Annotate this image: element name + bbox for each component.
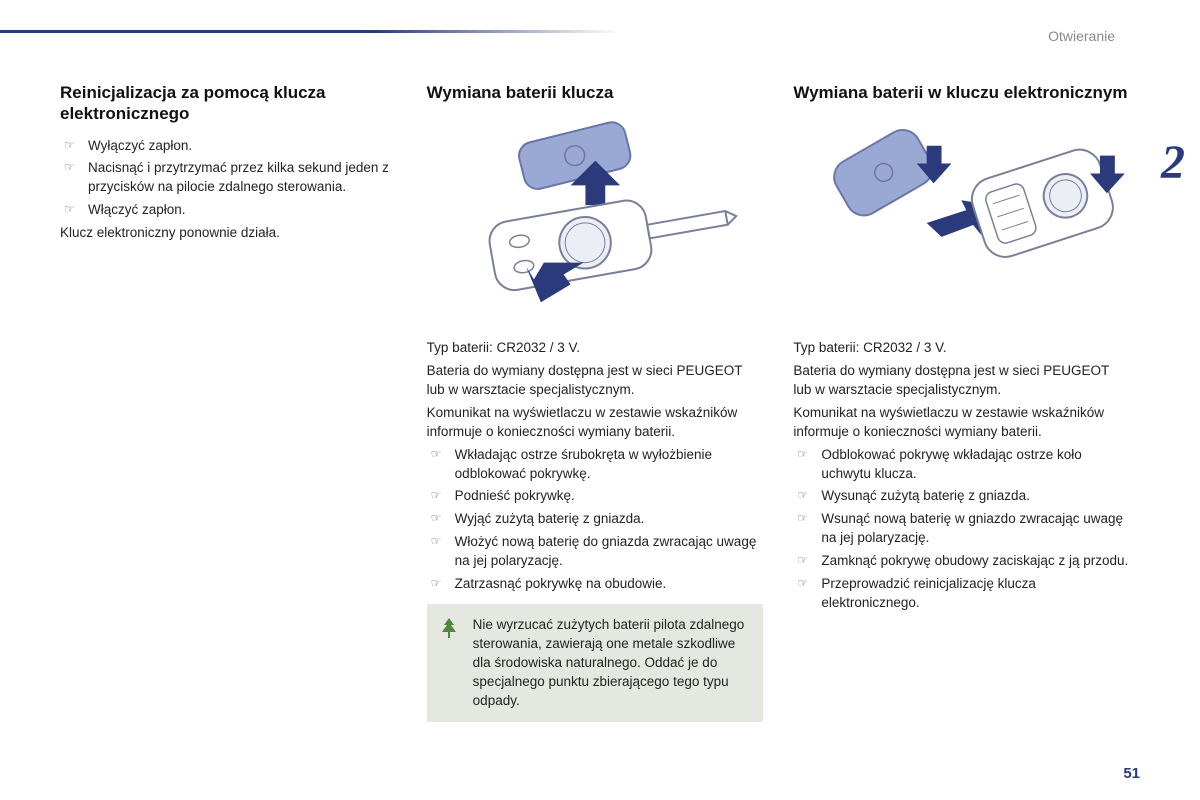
col3-title: Wymiana baterii w kluczu elektronicznym [793, 82, 1130, 103]
list-item: Włączyć zapłon. [60, 201, 397, 220]
list-item: Wysunąć zużytą baterię z gniazda. [793, 487, 1130, 506]
eco-note-box: Nie wyrzucać zużytych baterii pilota zda… [427, 604, 764, 722]
page-number: 51 [1123, 765, 1140, 782]
col2-intro-2: Komunikat na wyświetlaczu w zestawie wsk… [427, 404, 764, 442]
list-item: Wsunąć nową baterię w gniazdo zwracając … [793, 510, 1130, 548]
list-item: Podnieść pokrywkę. [427, 487, 764, 506]
col1-title: Reinicjalizacja za pomocą klucza elektro… [60, 82, 397, 125]
column-reinit: Reinicjalizacja za pomocą klucza elektro… [60, 82, 397, 722]
column-key-battery: Wymiana baterii klucza [427, 82, 764, 722]
col2-bullets: Wkładając ostrze śrubokręta w wyłożbieni… [427, 446, 764, 594]
section-label: Otwieranie [1048, 28, 1115, 44]
col3-bullets: Odblokować pokrywę wkładając ostrze koło… [793, 446, 1130, 613]
list-item: Wkładając ostrze śrubokręta w wyłożbieni… [427, 446, 764, 484]
col3-intro-1: Bateria do wymiany dostępna jest w sieci… [793, 362, 1130, 400]
list-item: Przeprowadzić reinicjalizację klucza ele… [793, 575, 1130, 613]
header-rule [0, 30, 620, 33]
key-battery-illustration [427, 115, 764, 325]
col2-battery-line: Typ baterii: CR2032 / 3 V. [427, 339, 764, 358]
col1-closing: Klucz elektroniczny ponownie działa. [60, 224, 397, 243]
column-electronic-key-battery: Wymiana baterii w kluczu elektronicznym [793, 82, 1130, 722]
list-item: Odblokować pokrywę wkładając ostrze koło… [793, 446, 1130, 484]
list-item: Nacisnąć i przytrzymać przez kilka sekun… [60, 159, 397, 197]
col3-intro-2: Komunikat na wyświetlaczu w zestawie wsk… [793, 404, 1130, 442]
tree-icon [437, 616, 461, 640]
chapter-number: 2 [1161, 135, 1185, 190]
col1-bullets: Wyłączyć zapłon. Nacisnąć i przytrzymać … [60, 137, 397, 221]
content-area: Reinicjalizacja za pomocą klucza elektro… [60, 82, 1130, 722]
col2-intro-1: Bateria do wymiany dostępna jest w sieci… [427, 362, 764, 400]
col3-battery-line: Typ baterii: CR2032 / 3 V. [793, 339, 1130, 358]
list-item: Wyłączyć zapłon. [60, 137, 397, 156]
list-item: Wyjąć zużytą baterię z gniazda. [427, 510, 764, 529]
list-item: Zatrzasnąć pokrywkę na obudowie. [427, 575, 764, 594]
electronic-key-illustration [793, 115, 1130, 325]
col2-title: Wymiana baterii klucza [427, 82, 764, 103]
eco-note-text: Nie wyrzucać zużytych baterii pilota zda… [473, 617, 745, 708]
list-item: Włożyć nową baterię do gniazda zwracając… [427, 533, 764, 571]
list-item: Zamknąć pokrywę obudowy zaciskając z ją … [793, 552, 1130, 571]
